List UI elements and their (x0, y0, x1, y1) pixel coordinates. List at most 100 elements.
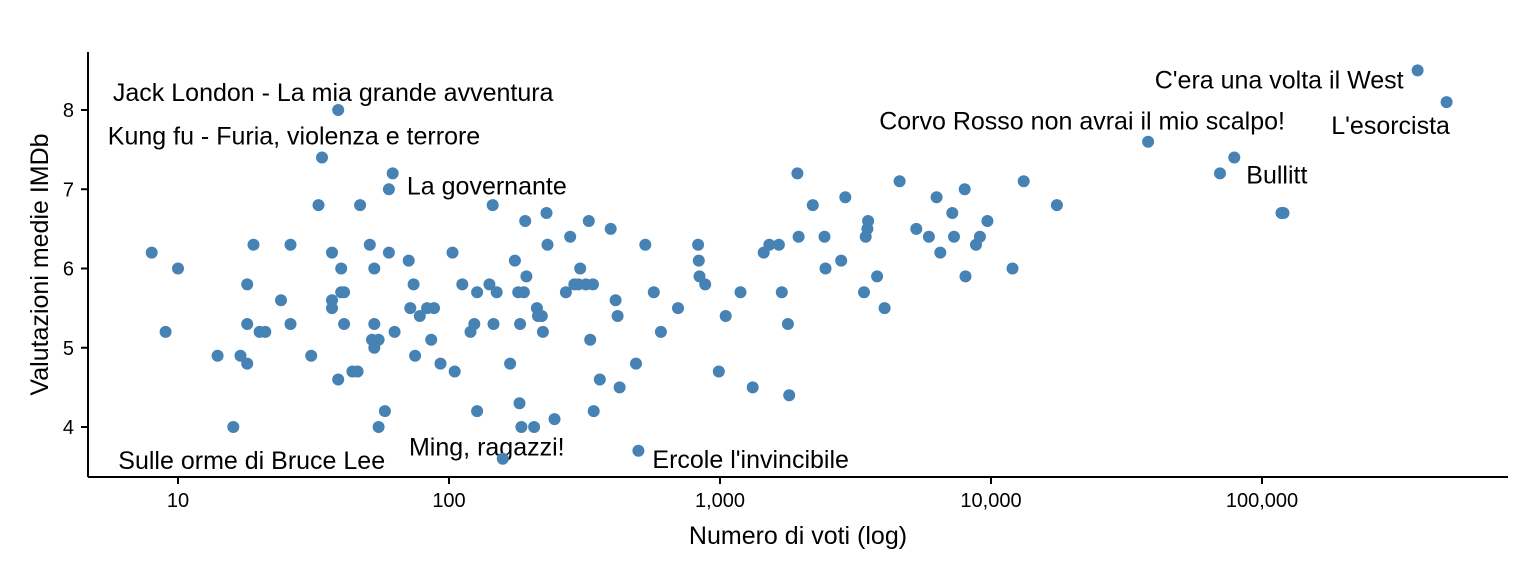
data-point (1228, 151, 1241, 164)
data-point (893, 175, 906, 188)
data-point (338, 318, 351, 330)
data-point (354, 199, 367, 212)
point-annotation-label: Ming, ragazzi! (409, 434, 565, 462)
data-point (734, 286, 747, 299)
data-point (326, 302, 338, 315)
data-point (284, 238, 297, 251)
y-axis-title: Valutazioni medie IMDb (26, 133, 54, 395)
point-annotation-label: C'era una volta il West (1155, 66, 1404, 94)
data-point (647, 286, 660, 299)
data-point (775, 286, 788, 299)
data-point (483, 278, 496, 291)
data-point (1017, 175, 1030, 188)
data-point (259, 325, 272, 338)
data-point (930, 191, 943, 204)
point-annotation-label: La governante (407, 172, 567, 200)
data-point (835, 254, 848, 267)
data-point (587, 405, 600, 418)
data-point (559, 286, 572, 299)
data-point (446, 246, 459, 259)
data-point (540, 207, 553, 219)
data-point (326, 246, 338, 259)
data-point (858, 286, 870, 299)
annotations-layer: Jack London - La mia grande avventura Kun… (108, 66, 1450, 475)
data-point (763, 238, 776, 251)
x-tick-label: 100,000 (1226, 490, 1298, 512)
data-point (1006, 262, 1019, 275)
x-axis-ticks: 10 100 1,000 10,000 100,000 (167, 477, 1298, 512)
y-tick-label: 5 (63, 338, 74, 360)
data-point (791, 167, 804, 180)
x-tick-label: 10,000 (960, 490, 1021, 512)
data-point (241, 278, 254, 291)
data-point (519, 215, 532, 227)
data-point (428, 302, 440, 315)
data-point (372, 333, 385, 346)
data-point (404, 302, 417, 315)
data-point (368, 262, 381, 275)
data-point (692, 238, 705, 251)
point-annotation-label: L'esorcista (1331, 112, 1450, 140)
data-point (508, 254, 521, 267)
x-axis-title: Numero di voti (log) (689, 522, 907, 550)
data-point (402, 254, 415, 267)
data-point (948, 230, 960, 243)
points-layer (145, 64, 1453, 465)
data-point (504, 357, 517, 370)
data-point (388, 325, 401, 338)
data-point (382, 246, 395, 259)
data-point (363, 238, 376, 251)
data-point (609, 294, 622, 307)
data-point (719, 310, 732, 322)
data-point (878, 302, 891, 315)
data-point (528, 421, 541, 433)
data-point (486, 199, 499, 212)
data-point (783, 389, 796, 402)
data-point (584, 333, 597, 346)
data-point (332, 104, 345, 116)
data-point (386, 167, 399, 180)
data-point (172, 262, 184, 275)
data-point (535, 310, 548, 322)
data-point (496, 452, 509, 465)
data-point (712, 365, 725, 378)
data-point (781, 318, 794, 330)
data-point (632, 444, 645, 457)
data-point (456, 278, 469, 291)
data-point (490, 286, 503, 299)
data-point (818, 230, 831, 243)
data-point (409, 349, 422, 362)
data-point (1277, 207, 1290, 219)
y-tick-label: 7 (63, 179, 74, 201)
data-point (613, 381, 626, 394)
y-tick-label: 6 (63, 259, 74, 281)
data-point (611, 310, 624, 322)
data-point (548, 413, 561, 426)
data-point (211, 349, 224, 362)
point-annotation-label: Sulle orme di Bruce Lee (118, 447, 385, 475)
data-point (934, 246, 947, 259)
data-point (973, 230, 986, 243)
data-point (434, 357, 447, 370)
x-tick-label: 10 (167, 490, 189, 512)
data-point (145, 246, 158, 259)
data-point (335, 262, 348, 275)
data-point (746, 381, 759, 394)
data-point (981, 215, 994, 227)
data-point (959, 270, 972, 283)
data-point (922, 230, 935, 243)
data-point (312, 199, 325, 212)
data-point (234, 349, 247, 362)
data-point (839, 191, 852, 204)
data-point (305, 349, 318, 362)
data-point (448, 365, 461, 378)
data-point (378, 405, 391, 418)
data-point (520, 270, 533, 283)
data-point (654, 325, 667, 338)
data-point (413, 310, 426, 322)
data-point (241, 357, 254, 370)
data-point (862, 215, 875, 227)
data-point (819, 262, 832, 275)
y-axis-ticks: 4 5 6 7 8 (63, 100, 88, 439)
data-point (515, 421, 528, 433)
